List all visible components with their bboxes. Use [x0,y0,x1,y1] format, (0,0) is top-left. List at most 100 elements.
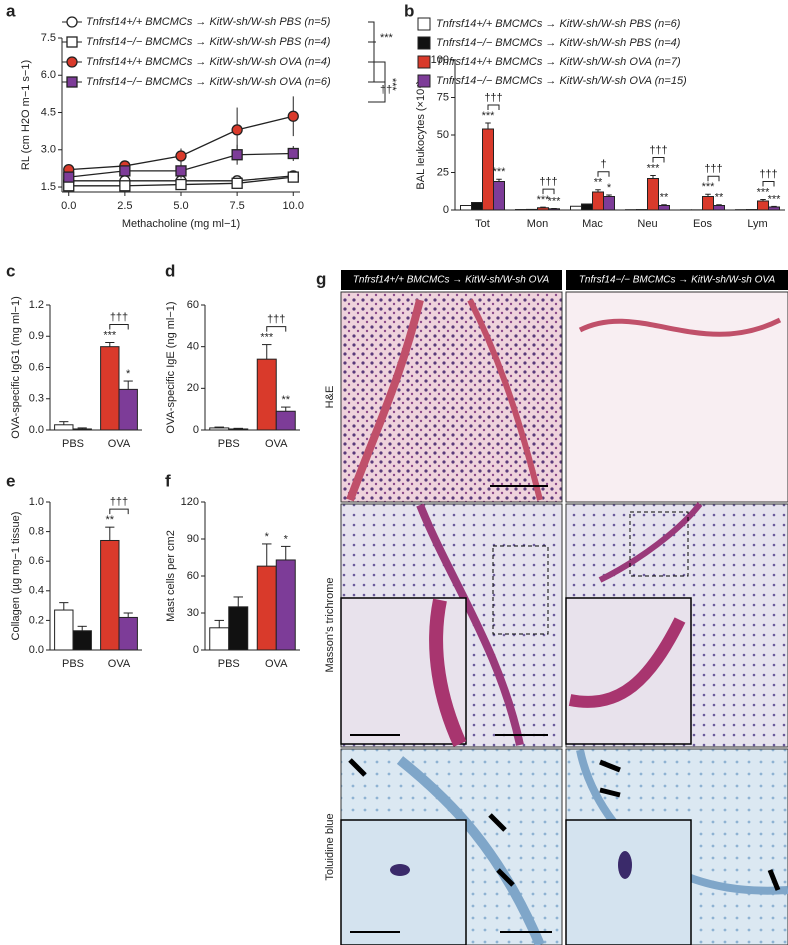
significance: *** [702,181,716,193]
y-tick-label: 3.0 [41,144,56,156]
airway-wall [598,502,703,583]
significance: * [284,533,289,545]
significance: ** [715,192,724,204]
y-tick-label: 0.4 [29,585,44,597]
y-tick-label: 50 [437,129,449,141]
significance: *** [647,162,661,174]
panel-letter: g [316,269,326,288]
marker [119,180,131,192]
x-tick-label: 2.5 [117,200,132,212]
bar [537,207,549,211]
x-tick-label: Tot [475,218,490,230]
arrow [348,758,367,777]
y-axis-label: Mast cells per cm2 [165,530,177,622]
significance: *** [493,166,507,178]
bar [768,206,780,211]
airway-wall [568,617,686,708]
marker [119,165,131,177]
x-tick-label: Lym [747,218,767,230]
x-tick-label: Neu [637,218,657,230]
legend-label: Tnfrsf14−/− BMCMCs → KitW-sh/W-sh PBS (n… [86,36,331,48]
y-tick-label: 0.0 [29,644,44,656]
arrow [599,787,621,798]
y-tick-label: 60 [187,570,199,582]
y-tick-label: 75 [437,91,449,103]
inset-tb-ko [565,819,692,945]
marker [287,171,299,183]
significance: *** [386,78,398,92]
legend-label: Tnfrsf14+/+ BMCMCs → KitW-sh/W-sh PBS (n… [86,16,331,28]
marker [231,177,243,189]
histology-images: Tnfrsf14+/+ BMCMCs → KitW-sh/W-sh OVA Tn… [316,269,788,945]
marker [231,149,243,161]
x-axis-label: Methacholine (mg ml−1) [122,218,240,230]
arrow [496,868,515,887]
y-axis-label: OVA-specific IgG1 (mg ml−1) [10,296,22,439]
significance-bracket [597,171,610,177]
airway-wall [467,298,543,501]
marker [175,165,187,177]
significance-bracket [762,181,775,187]
bar [209,627,230,651]
legend-swatch [417,36,431,50]
inset-region [629,511,689,577]
significance: * [607,182,612,194]
significance: *** [103,329,117,341]
significance-bracket [707,175,720,182]
significance-bracket [109,324,129,330]
significance-bracket [368,61,386,103]
column-title: Tnfrsf14+/+ BMCMCs → KitW-sh/W-sh OVA [353,275,550,286]
bar [72,630,92,651]
y-tick-label: 100 [431,54,449,66]
x-tick-label: PBS [62,438,84,450]
bar [54,424,74,431]
airway-wall [429,598,467,747]
significance-bracket [266,326,287,332]
legend-swatch [417,17,431,31]
legend-swatch [417,74,431,88]
bar [100,346,120,431]
y-tick-label: 0.6 [29,361,44,373]
x-tick-label: Eos [693,218,712,230]
bar [256,565,277,651]
bar [72,428,92,431]
bar [118,388,138,431]
panel-letter: c [6,261,15,280]
x-tick-label: PBS [62,658,84,670]
significance: *** [537,194,551,206]
inset-region [492,545,549,635]
panel-letter: f [165,471,171,490]
y-tick-label: 25 [437,166,449,178]
marker [175,150,187,162]
marker [175,178,187,191]
significance: ††† [704,163,722,175]
x-tick-label: 10.0 [283,200,304,212]
arrow [767,869,781,891]
significance: ** [281,394,290,406]
marker [287,110,299,122]
significance-bracket [487,104,500,110]
panel-letter: d [165,261,175,280]
legend-label: Tnfrsf14+/+ BMCMCs → KitW-sh/W-sh OVA (n… [436,56,681,68]
y-tick-label: 0 [193,644,199,656]
y-tick-label: 40 [187,341,199,353]
x-tick-label: OVA [265,438,288,450]
mast-cell [618,851,632,879]
x-tick-label: PBS [218,438,240,450]
legend-label: Tnfrsf14−/− BMCMCs → KitW-sh/W-sh OVA (n… [86,76,331,88]
legend-marker [66,16,78,28]
bar [228,428,249,431]
significance: ** [660,192,669,204]
y-tick-label: 120 [181,496,199,508]
significance: ** [106,514,115,526]
legend-label: Tnfrsf14−/− BMCMCs → KitW-sh/W-sh OVA (n… [436,75,687,87]
bar [275,559,296,651]
y-tick-label: 0.9 [29,330,44,342]
column-title: Tnfrsf14−/− BMCMCs → KitW-sh/W-sh OVA [579,275,776,286]
x-tick-label: 5.0 [173,200,188,212]
column-header [566,270,788,290]
y-tick-label: 90 [187,533,199,545]
y-axis-label: OVA-specific IgE (ng ml−1) [165,301,177,433]
bar [702,196,714,211]
